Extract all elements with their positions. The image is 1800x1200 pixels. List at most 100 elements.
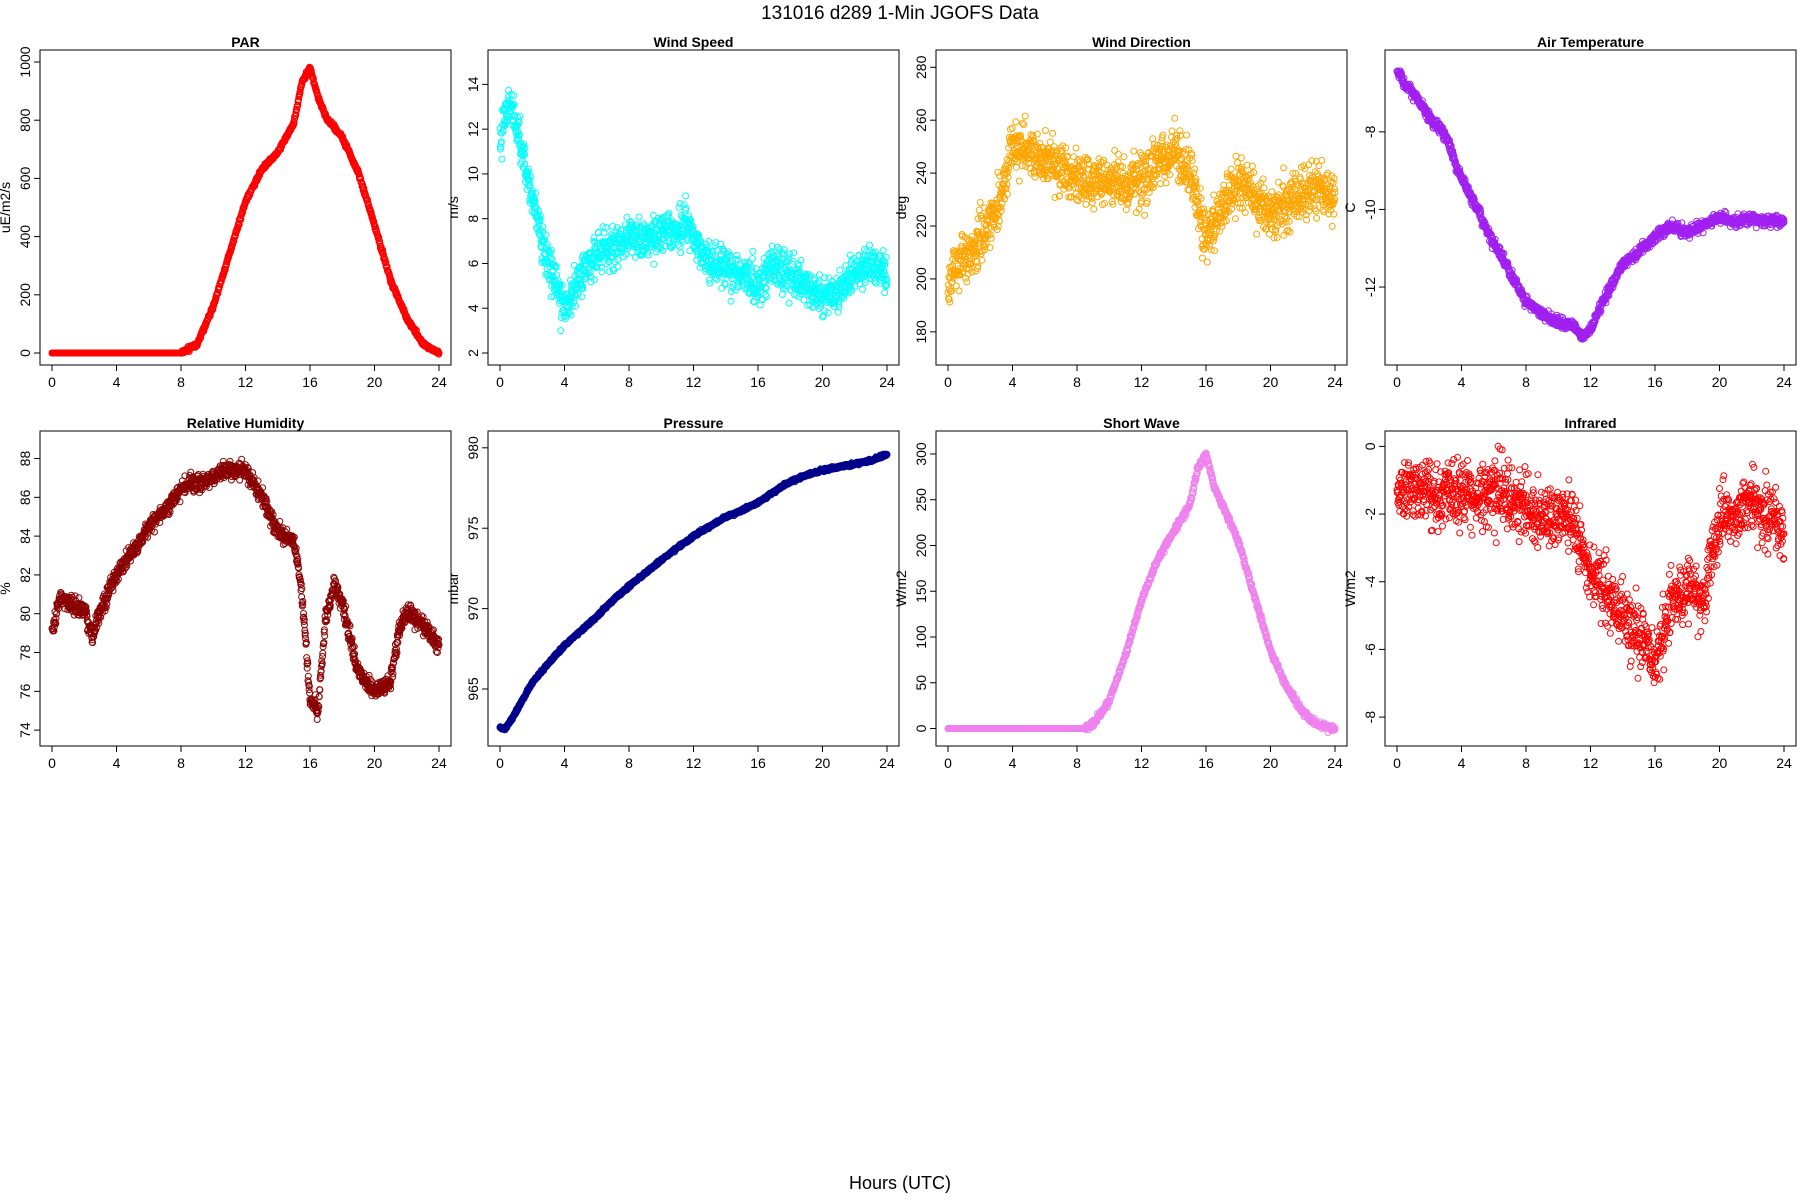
data-point (1130, 147, 1138, 155)
data-point (1090, 205, 1098, 213)
y-tick-label: 14 (465, 76, 481, 92)
series-points-wind-direction (944, 112, 1339, 306)
panel-title: PAR (231, 34, 260, 50)
data-point (1012, 163, 1020, 171)
y-tick-label: 280 (913, 55, 929, 79)
y-axis-label: m/s (445, 196, 461, 219)
x-tick-label: 12 (238, 374, 254, 390)
data-point (1031, 173, 1039, 181)
data-point (1168, 127, 1176, 135)
data-point (1280, 164, 1288, 172)
y-tick-label: 220 (913, 214, 929, 238)
y-tick-label: 1000 (17, 46, 33, 77)
y-tick-label: 800 (17, 108, 33, 132)
x-tick-label: 20 (1263, 374, 1279, 390)
data-point (650, 260, 658, 268)
y-tick-label: 260 (913, 108, 929, 132)
x-tick-label: 24 (431, 374, 447, 390)
data-point (1041, 127, 1049, 134)
x-tick-label: 16 (302, 374, 318, 390)
data-point (881, 289, 889, 297)
data-point (1210, 191, 1218, 199)
data-point (598, 268, 606, 276)
y-tick-label: 240 (913, 161, 929, 185)
x-tick-label: 0 (944, 374, 952, 390)
y-tick-label: 8 (465, 215, 481, 223)
x-tick-label: 8 (177, 374, 185, 390)
data-point (1049, 129, 1057, 137)
data-point (1313, 214, 1321, 222)
y-tick-label: 10 (465, 166, 481, 182)
data-point (1312, 207, 1320, 215)
plot-frame (487, 49, 900, 366)
data-point (1101, 199, 1108, 207)
data-point (1111, 147, 1119, 154)
x-tick-label: 4 (1009, 374, 1017, 390)
y-tick-label: 600 (17, 167, 33, 191)
y-axis-label: uE/m2/s (0, 182, 13, 233)
data-point (1284, 226, 1292, 234)
y-tick-label: 2 (465, 349, 481, 357)
panel-title: Wind Speed (654, 34, 734, 50)
y-tick-label: 400 (17, 225, 33, 249)
x-tick-label: 24 (1327, 374, 1343, 390)
data-point (1015, 177, 1023, 185)
data-point (212, 294, 220, 302)
data-point (1260, 184, 1268, 192)
series-points-par (48, 63, 443, 358)
x-tick-label: 12 (1134, 374, 1150, 390)
x-tick-label: 8 (1073, 374, 1081, 390)
data-point (676, 243, 684, 251)
data-point (1141, 211, 1149, 219)
data-point (1020, 121, 1028, 129)
data-point (1237, 154, 1245, 162)
y-tick-label: 180 (913, 320, 929, 344)
data-point (1183, 131, 1190, 139)
data-point (677, 249, 685, 257)
x-tick-label: 0 (48, 374, 56, 390)
data-point (614, 263, 622, 271)
data-point (1008, 124, 1016, 132)
x-tick-label: 20 (367, 374, 383, 390)
data-point (955, 287, 963, 295)
series-points-wind-speed (496, 86, 891, 335)
data-point (1268, 188, 1276, 196)
y-tick-label: 200 (17, 283, 33, 307)
data-point (987, 234, 995, 242)
data-point (1033, 130, 1041, 138)
data-point (761, 291, 769, 299)
data-point (976, 199, 984, 206)
data-point (1191, 165, 1199, 173)
data-point (727, 297, 735, 305)
data-point (1120, 153, 1128, 161)
y-tick-label: 12 (465, 121, 481, 137)
y-axis-label: deg (893, 196, 909, 219)
data-point (790, 249, 798, 257)
data-point (1088, 199, 1096, 207)
y-tick-label: 4 (465, 304, 481, 312)
y-tick-label: 6 (465, 259, 481, 267)
x-axis-title: Hours (UTC) (849, 1173, 951, 1193)
y-axis: 2 4 6 8 10 12 14 (465, 76, 488, 357)
data-point (879, 247, 887, 255)
data-point (1082, 200, 1090, 208)
data-point (1196, 184, 1204, 192)
x-tick-label: 8 (625, 374, 633, 390)
data-point (1157, 180, 1164, 188)
data-point (963, 278, 971, 286)
data-point (763, 293, 771, 301)
data-point (1275, 178, 1282, 186)
data-point (1253, 230, 1261, 238)
data-point (1072, 144, 1080, 152)
data-point (682, 192, 690, 200)
data-point (557, 327, 565, 335)
data-point (749, 255, 756, 262)
